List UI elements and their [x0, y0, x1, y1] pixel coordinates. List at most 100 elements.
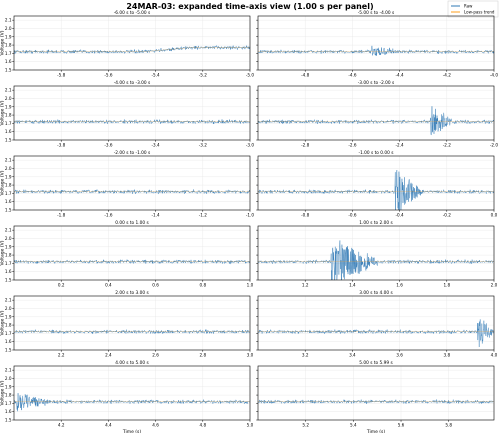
raw-signal-line — [13, 44, 251, 55]
x-tick-label: -3.6 — [104, 143, 113, 148]
y-tick-label: 1.7 — [5, 331, 12, 336]
panel-title: 4.00 s to 5.00 s — [115, 360, 149, 366]
panel-8: 2.00 s to 3.00 s 2.2 2.4 2.6 2.8 3.0 1.5 1.6 1.7… — [0, 290, 254, 358]
y-tick-label: 1.7 — [5, 191, 12, 196]
y-tick-label: 2.1 — [5, 368, 12, 373]
raw-signal-line — [13, 393, 251, 412]
panel-2: -4.00 s to -3.00 s -3.8 -3.6 -3.4 -3.2 -3.0 1.… — [0, 80, 254, 148]
legend-trend-label: Low-pass trend — [464, 10, 495, 15]
y-tick-label: 1.7 — [5, 261, 12, 266]
y-tick-label: 2.0 — [5, 26, 12, 31]
panel-frame — [257, 155, 495, 211]
x-tick-label: -4.2 — [443, 73, 452, 78]
y-tick-label: 1.9 — [5, 104, 12, 109]
panel-4: -2.00 s to -1.00 s -1.8 -1.6 -1.4 -1.2 -1.0 1.… — [0, 150, 254, 218]
y-tick-label: 2.0 — [5, 306, 12, 311]
y-tick-label: 2.0 — [5, 96, 12, 101]
y-tick-label: 1.5 — [5, 278, 12, 283]
raw-signal-line — [13, 119, 251, 125]
x-tick-label: 1.0 — [247, 283, 254, 288]
x-tick-label: -2.2 — [443, 143, 452, 148]
y-tick-label: 1.6 — [5, 199, 12, 204]
panel-9: 3.00 s to 4.00 s 3.2 3.4 3.6 3.8 4.0 — [256, 290, 498, 358]
panel-frame — [13, 15, 251, 71]
y-tick-label: 1.8 — [5, 393, 12, 398]
x-tick-label: 2.6 — [152, 353, 159, 358]
panel-title: -2.00 s to -1.00 s — [114, 150, 151, 156]
x-tick-label: 1.8 — [443, 283, 450, 288]
y-tick-label: 1.5 — [5, 208, 12, 213]
panel-title: -3.00 s to -2.00 s — [358, 80, 395, 86]
y-tick-label: 2.0 — [5, 376, 12, 381]
x-tick-label: 5.2 — [302, 423, 309, 428]
raw-signal-line — [257, 170, 495, 211]
y-axis-label: Voltage (V) — [0, 380, 6, 405]
y-tick-label: 1.8 — [5, 43, 12, 48]
legend-frame — [447, 0, 499, 18]
x-tick-label: -1.6 — [104, 213, 113, 218]
x-tick-label: 4.2 — [58, 423, 65, 428]
x-tick-label: -1.0 — [246, 213, 255, 218]
y-tick-label: 1.6 — [5, 339, 12, 344]
y-tick-label: 1.9 — [5, 174, 12, 179]
x-tick-label: -5.2 — [199, 73, 208, 78]
y-tick-label: 1.5 — [5, 418, 12, 423]
panel-title: 5.00 s to 5.99 s — [359, 360, 393, 366]
y-tick-label: 2.1 — [5, 18, 12, 23]
y-axis-label: Voltage (V) — [0, 240, 6, 265]
x-tick-label: -3.0 — [246, 143, 255, 148]
x-tick-label: 4.8 — [199, 423, 206, 428]
x-tick-label: 0.0 — [491, 213, 498, 218]
panel-title: -5.00 s to -4.00 s — [358, 10, 395, 16]
y-tick-label: 2.1 — [5, 158, 12, 163]
x-tick-label: 4.6 — [152, 423, 159, 428]
panel-3: -3.00 s to -2.00 s -2.8 -2.6 -2.4 -2.2 -2.0 — [256, 80, 498, 148]
x-tick-label: 1.6 — [396, 283, 403, 288]
raw-signal-line — [257, 45, 495, 56]
panel-frame — [257, 365, 495, 421]
panel-title: 2.00 s to 3.00 s — [115, 290, 149, 296]
y-tick-label: 1.6 — [5, 59, 12, 64]
panel-6: 0.00 s to 1.00 s 0.2 0.4 0.6 0.8 1.0 1.5 1.6 1.7… — [0, 220, 254, 288]
x-tick-label: 0.4 — [105, 283, 112, 288]
panel-7: 1.00 s to 2.00 s 1.2 1.4 1.6 1.8 2.0 — [256, 220, 498, 288]
x-tick-label: -3.4 — [152, 143, 161, 148]
raw-signal-line — [257, 319, 495, 348]
x-tick-label: 1.2 — [302, 283, 309, 288]
x-tick-label: -2.6 — [348, 143, 357, 148]
y-axis-label: Voltage (V) — [0, 30, 6, 55]
panel-11: 5.00 s to 5.99 s 5.2 5.4 5.6 5.8 Time (s) — [256, 360, 495, 433]
panel-frame — [13, 365, 251, 421]
panel-frame — [257, 295, 495, 351]
y-tick-label: 1.9 — [5, 314, 12, 319]
trend-line — [14, 47, 250, 53]
raw-signal-line — [257, 106, 495, 136]
panel-frame — [257, 15, 495, 71]
x-tick-label: -5.8 — [57, 73, 66, 78]
panel-5: -1.00 s to 0.00 s -0.8 -0.6 -0.4 -0.2 0.0 — [256, 150, 498, 218]
x-tick-label: 2.4 — [105, 353, 112, 358]
y-tick-label: 1.9 — [5, 244, 12, 249]
x-tick-label: -5.0 — [246, 73, 255, 78]
x-tick-label: 0.6 — [152, 283, 159, 288]
x-tick-label: 3.4 — [349, 353, 356, 358]
y-tick-label: 1.7 — [5, 121, 12, 126]
x-tick-label: -0.2 — [443, 213, 452, 218]
x-tick-label: 3.8 — [443, 353, 450, 358]
x-tick-label: -1.8 — [57, 213, 66, 218]
x-tick-label: 2.8 — [199, 353, 206, 358]
x-tick-label: 5.8 — [445, 423, 452, 428]
x-tick-label: -4.6 — [348, 73, 357, 78]
x-tick-label: -0.8 — [301, 213, 310, 218]
raw-signal-line — [13, 329, 251, 335]
x-tick-label: -3.8 — [57, 143, 66, 148]
x-tick-label: 5.0 — [247, 423, 254, 428]
x-tick-label: -2.4 — [396, 143, 405, 148]
x-axis-label: Time (s) — [122, 429, 142, 433]
x-tick-label: -5.4 — [152, 73, 161, 78]
x-tick-label: -1.2 — [199, 213, 208, 218]
y-tick-label: 1.5 — [5, 348, 12, 353]
y-tick-label: 1.6 — [5, 409, 12, 414]
y-tick-label: 2.1 — [5, 88, 12, 93]
